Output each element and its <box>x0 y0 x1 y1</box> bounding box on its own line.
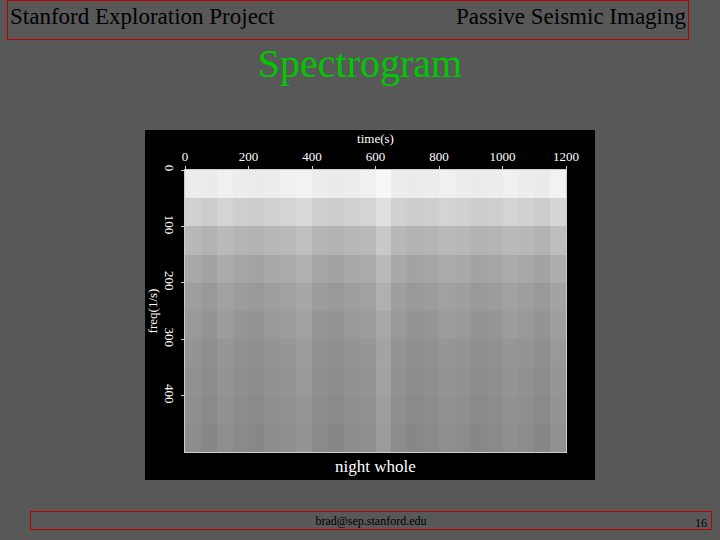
svg-text:600: 600 <box>366 149 386 164</box>
svg-text:800: 800 <box>429 149 449 164</box>
svg-text:time(s): time(s) <box>357 131 394 146</box>
svg-text:1200: 1200 <box>553 149 579 164</box>
svg-text:100: 100 <box>162 215 177 235</box>
svg-text:200: 200 <box>162 271 177 291</box>
html-text:Stanford Exploration Project: Stanford Exploration Project <box>10 4 275 29</box>
svg-text:200: 200 <box>239 149 259 164</box>
svg-text:1000: 1000 <box>490 149 516 164</box>
svg-text:0: 0 <box>182 149 189 164</box>
html-text:brad@sep.stanford.edu: brad@sep.stanford.edu <box>315 514 427 528</box>
svg-text:0: 0 <box>162 165 177 172</box>
svg-text:night whole: night whole <box>335 457 416 476</box>
svg-text:freq(1/s): freq(1/s) <box>145 289 160 334</box>
html-text:16: 16 <box>695 516 707 530</box>
html-text:Spectrogram: Spectrogram <box>257 41 463 86</box>
svg-text:400: 400 <box>162 384 177 404</box>
html-text:Passive Seismic Imaging: Passive Seismic Imaging <box>456 4 686 29</box>
svg-text:300: 300 <box>162 328 177 348</box>
svg-text:400: 400 <box>302 149 322 164</box>
